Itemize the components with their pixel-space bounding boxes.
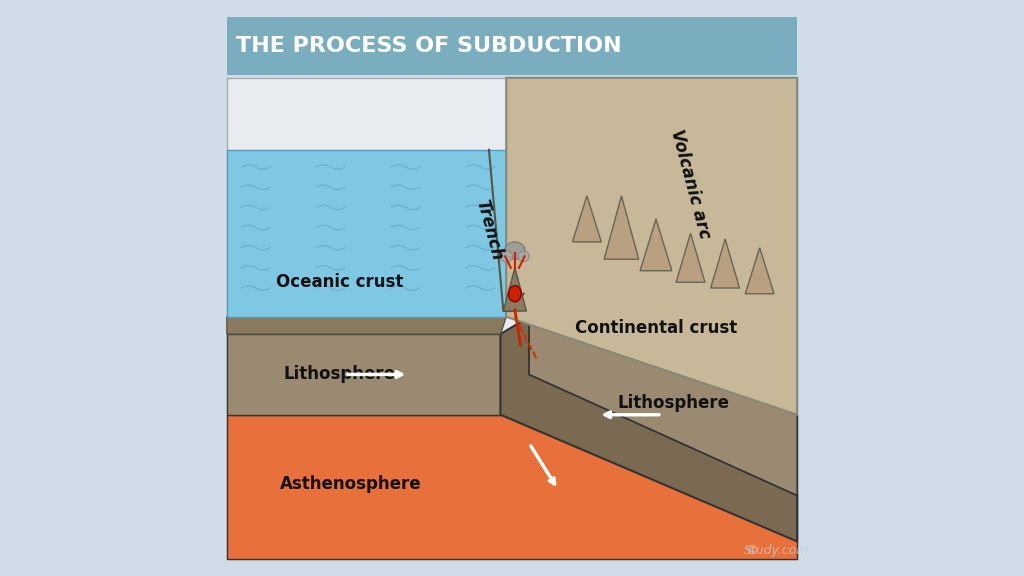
Text: ©: ©: [744, 544, 758, 556]
Polygon shape: [745, 248, 774, 294]
Polygon shape: [227, 415, 797, 559]
Polygon shape: [711, 239, 739, 288]
Text: Oceanic crust: Oceanic crust: [275, 273, 402, 291]
Polygon shape: [227, 150, 506, 317]
Polygon shape: [501, 317, 797, 541]
Text: Lithosphere: Lithosphere: [284, 365, 395, 384]
FancyBboxPatch shape: [227, 17, 797, 75]
Text: Lithosphere: Lithosphere: [617, 394, 729, 412]
Polygon shape: [676, 233, 705, 282]
Ellipse shape: [518, 251, 529, 262]
Ellipse shape: [500, 251, 513, 262]
Ellipse shape: [505, 242, 525, 259]
FancyBboxPatch shape: [227, 78, 797, 559]
Polygon shape: [504, 268, 526, 311]
Text: Trench: Trench: [472, 198, 506, 263]
Polygon shape: [227, 334, 501, 415]
Text: Continental crust: Continental crust: [574, 319, 737, 338]
Ellipse shape: [509, 286, 521, 302]
Text: Asthenosphere: Asthenosphere: [280, 475, 422, 493]
Polygon shape: [227, 317, 506, 334]
Text: Study.com: Study.com: [744, 544, 810, 556]
Polygon shape: [604, 196, 639, 259]
Polygon shape: [529, 317, 797, 495]
Polygon shape: [572, 196, 601, 242]
Polygon shape: [640, 219, 672, 271]
Text: Volcanic arc: Volcanic arc: [668, 128, 714, 241]
Text: THE PROCESS OF SUBDUCTION: THE PROCESS OF SUBDUCTION: [236, 36, 622, 56]
Polygon shape: [506, 78, 797, 415]
